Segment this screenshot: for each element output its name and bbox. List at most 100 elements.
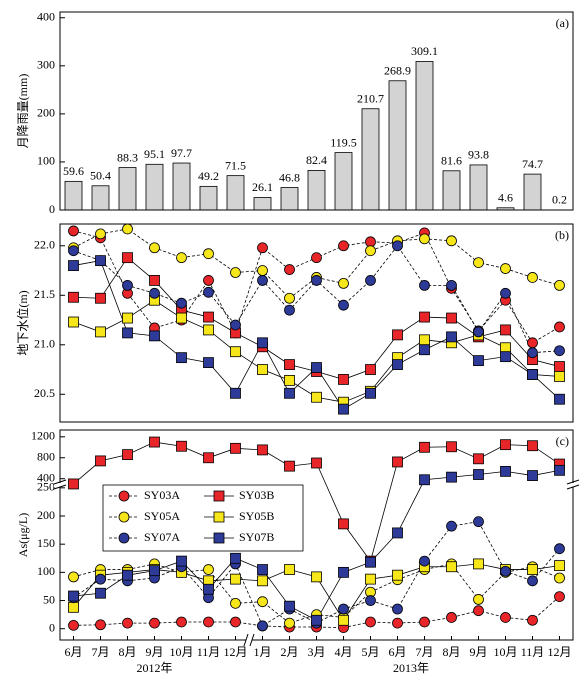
bar (118, 167, 137, 211)
bar (145, 163, 164, 211)
y-tick-label: 300 (37, 58, 55, 72)
data-label: 26.1 (252, 180, 273, 194)
marker (419, 279, 430, 291)
marker (365, 236, 376, 248)
panel-label: (a) (556, 16, 569, 30)
marker (122, 252, 133, 264)
marker (392, 240, 403, 252)
x-tick-label: 9月 (469, 645, 487, 659)
marker (203, 248, 214, 260)
bar (334, 152, 353, 211)
marker (176, 555, 187, 567)
y-tick-label: 200 (37, 508, 55, 522)
legend-label: SY07A (144, 530, 180, 544)
legend-box (102, 484, 304, 552)
axis-break (566, 479, 580, 485)
marker (446, 441, 457, 453)
marker (446, 331, 457, 343)
x-tick-label: 12月 (547, 645, 571, 659)
marker (419, 441, 430, 453)
marker (311, 457, 322, 469)
y-tick-label: 400 (37, 470, 55, 484)
panel-label: (c) (556, 434, 569, 448)
legend-label: SY07B (239, 530, 274, 544)
marker (473, 516, 484, 528)
marker (284, 387, 295, 399)
marker (176, 616, 187, 628)
marker (122, 327, 133, 339)
data-label: 210.7 (357, 91, 384, 105)
x-tick-label: 10月 (493, 645, 517, 659)
marker (122, 279, 133, 291)
x-tick-label: 11月 (197, 645, 221, 659)
marker (527, 564, 538, 575)
marker (149, 436, 160, 448)
data-label: 46.8 (279, 170, 300, 184)
y-axis-title: 地下水位(m) (15, 290, 30, 355)
series-line (73, 230, 560, 344)
y-tick-label: 250 (37, 480, 55, 494)
marker (257, 620, 268, 632)
marker (311, 391, 322, 403)
marker (527, 614, 538, 626)
data-label: 50.4 (90, 169, 111, 183)
marker (95, 455, 106, 467)
y-tick-label: 150 (37, 536, 55, 550)
axis-break-gap (567, 483, 579, 487)
marker (473, 605, 484, 617)
marker (68, 619, 79, 631)
marker (527, 272, 538, 283)
marker (419, 233, 430, 245)
marker (554, 371, 565, 382)
marker (230, 552, 241, 564)
marker (338, 403, 349, 415)
marker (311, 571, 322, 583)
marker (95, 587, 106, 599)
bar (280, 187, 299, 211)
data-label: 97.7 (171, 146, 192, 160)
marker (419, 334, 430, 346)
x-tick-label: 9月 (145, 645, 163, 659)
marker (338, 614, 349, 626)
marker (68, 316, 79, 328)
marker (149, 565, 160, 577)
marker (203, 286, 214, 298)
x-tick-label: 8月 (442, 645, 460, 659)
marker (554, 345, 565, 357)
marker (500, 287, 511, 299)
legend-label: SY05B (239, 509, 274, 523)
legend-marker (118, 532, 130, 544)
marker (392, 569, 403, 581)
marker (257, 275, 268, 286)
marker (203, 324, 214, 336)
marker (95, 255, 106, 267)
y-tick-label: 22.0 (34, 238, 55, 252)
marker (95, 573, 106, 585)
marker (68, 225, 79, 237)
axis-break-gap (54, 483, 66, 487)
x-tick-label: 6月 (64, 645, 82, 659)
axis-break-gap (246, 637, 252, 643)
marker (311, 614, 322, 626)
marker (392, 527, 403, 539)
marker (95, 292, 106, 304)
data-label: 82.4 (306, 153, 327, 167)
marker (554, 572, 565, 584)
marker (527, 440, 538, 452)
data-label: 93.8 (468, 148, 489, 162)
data-label: 309.1 (411, 44, 438, 58)
marker (122, 449, 133, 461)
bar (415, 61, 434, 211)
y-axis-title: As(μg/L) (16, 513, 30, 557)
bar (253, 197, 272, 211)
marker (365, 556, 376, 568)
marker (554, 591, 565, 602)
marker (311, 362, 322, 373)
marker (257, 265, 268, 276)
marker (68, 478, 79, 490)
marker (257, 242, 268, 254)
marker (203, 616, 214, 628)
marker (176, 352, 187, 364)
marker (500, 342, 511, 354)
marker (365, 364, 376, 375)
